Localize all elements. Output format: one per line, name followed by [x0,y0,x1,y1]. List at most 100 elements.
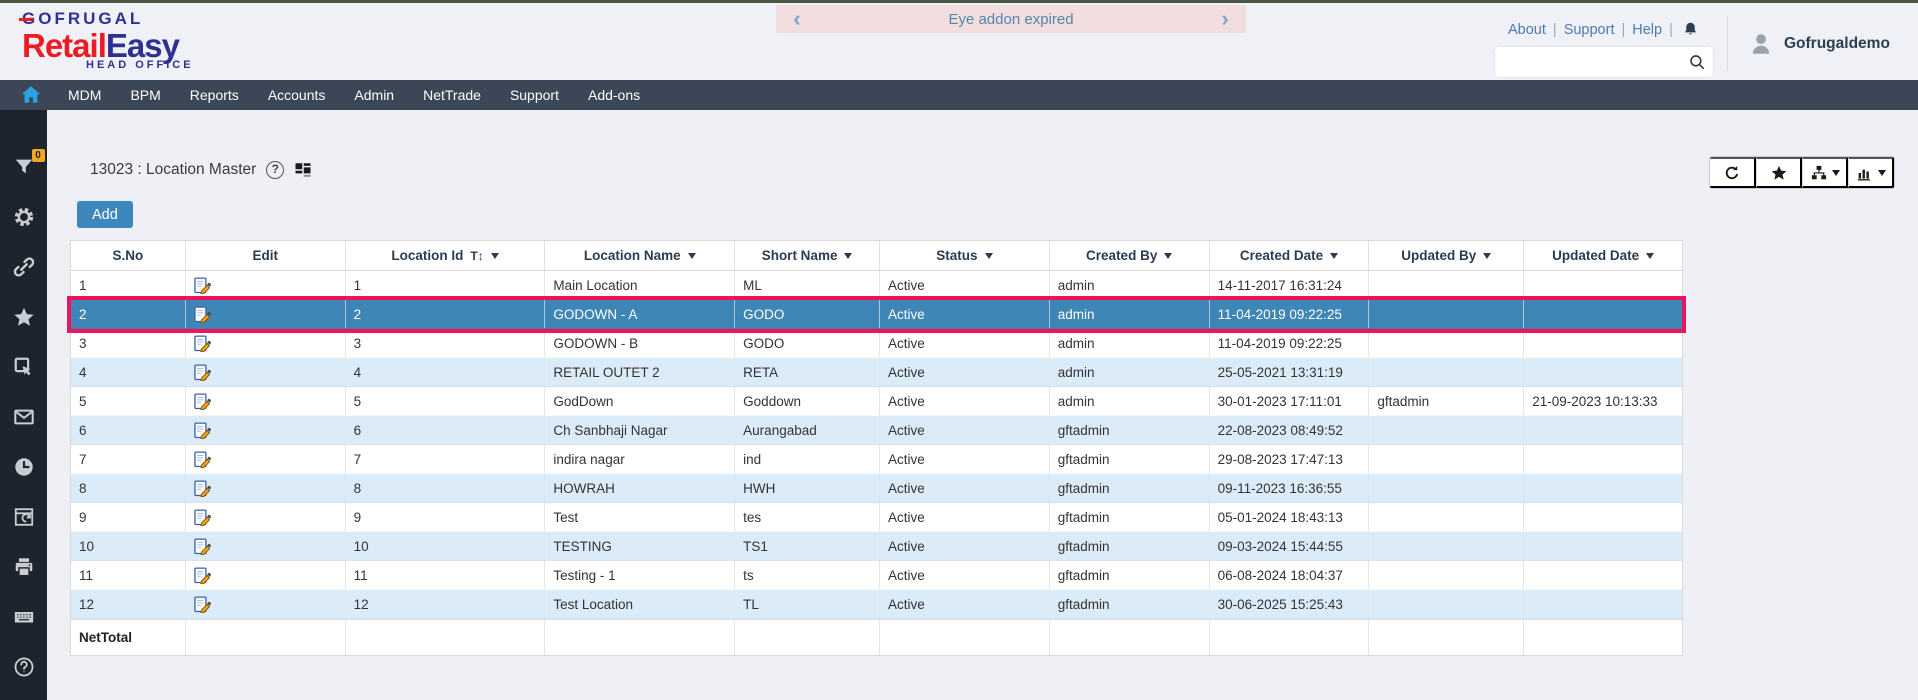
column-menu-icon[interactable] [1646,252,1655,259]
cell-status: Active [880,474,1050,502]
chart-button[interactable] [1848,157,1894,188]
link-icon[interactable] [13,256,35,278]
edit-icon[interactable] [194,595,211,613]
edit-icon[interactable] [194,276,211,294]
table-row[interactable]: 1 1 Main Location ML Active admin 14-11-2017 1… [71,271,1682,300]
cell-created-by: admin [1050,329,1210,357]
cell-status: Active [880,329,1050,357]
search-input[interactable] [1503,47,1683,77]
nav-item-support[interactable]: Support [509,87,559,103]
table-row[interactable]: 3 3 GODOWN - B GODO Active admin 11-04-2019 09… [71,329,1682,358]
cell-updated-by [1369,445,1525,473]
home-icon[interactable] [20,85,42,105]
edit-icon[interactable] [194,537,211,555]
chevron-down-icon [1831,169,1840,176]
column-header-updated-by[interactable]: Updated By [1369,241,1525,270]
header-link-support[interactable]: Support [1563,21,1615,38]
cell-short-name: TS1 [735,532,880,560]
nav-item-mdm[interactable]: MDM [68,87,102,103]
edit-icon[interactable] [194,363,211,381]
top-border-strip [0,0,1918,3]
table-row[interactable]: 11 11 Testing - 1 ts Active gftadmin 06-08-202… [71,561,1682,590]
refresh-button[interactable] [1710,157,1756,188]
table-row[interactable]: 5 5 GodDown Goddown Active admin 30-01-2023 17… [71,387,1682,416]
history-icon[interactable] [13,456,35,478]
location-master-table: S.No Edit Location Id T↕ Location Name Short … [70,240,1683,656]
cell-edit [186,358,346,386]
filter-icon[interactable]: 0 [13,149,45,178]
notification-bell-icon[interactable] [1682,21,1699,38]
head-office-label: HEAD OFFICE [86,59,194,71]
table-row[interactable]: 10 10 TESTING TS1 Active gftadmin 09-03-2024 1… [71,532,1682,561]
footer-cell [545,620,736,655]
sort-indicator-icon[interactable]: T↕ [470,248,484,263]
cell-location-name: GodDown [545,387,736,415]
export-icon[interactable] [13,356,35,378]
header-link-about[interactable]: About [1508,21,1546,38]
column-menu-icon[interactable] [984,252,993,259]
column-menu-icon[interactable] [687,252,696,259]
add-button[interactable]: Add [77,201,133,228]
edit-icon[interactable] [194,508,211,526]
table-row-selected[interactable]: 2 2 GODOWN - A GODO Active admin 11-04-2019 09… [71,300,1682,329]
column-header-created-date[interactable]: Created Date [1210,241,1370,270]
nav-item-nettrade[interactable]: NetTrade [423,87,481,103]
cell-edit [186,387,346,415]
edit-icon[interactable] [194,305,211,323]
print-icon[interactable] [13,556,35,578]
cell-s-no: 7 [71,445,186,473]
column-menu-icon[interactable] [1330,252,1339,259]
column-header-location-name[interactable]: Location Name [545,241,736,270]
column-header-s-no[interactable]: S.No [71,241,186,270]
column-header-updated-date[interactable]: Updated Date [1524,241,1682,270]
column-header-short-name[interactable]: Short Name [735,241,880,270]
table-row[interactable]: 7 7 indira nagar ind Active gftadmin 29-08-202… [71,445,1682,474]
edit-icon[interactable] [194,479,211,497]
column-menu-icon[interactable] [490,252,499,259]
nav-item-bpm[interactable]: BPM [130,87,161,103]
keyboard-icon[interactable] [13,606,35,628]
favorites-icon[interactable] [13,306,35,328]
column-label: Location Name [583,248,681,263]
column-header-created-by[interactable]: Created By [1050,241,1210,270]
search-icon[interactable] [1688,53,1706,71]
column-menu-icon[interactable] [844,252,853,259]
column-menu-icon[interactable] [1164,252,1173,259]
header-link-help[interactable]: Help [1632,21,1663,38]
table-row[interactable]: 4 4 RETAIL OUTET 2 RETA Active admin 25-05-202… [71,358,1682,387]
dashboard-grid-icon[interactable] [294,161,312,179]
edit-icon[interactable] [194,421,211,439]
table-row[interactable]: 6 6 Ch Sanbhaji Nagar Aurangabad Active gftad… [71,416,1682,445]
edit-icon[interactable] [194,334,211,352]
user-menu[interactable]: Gofrugaldemo [1727,16,1890,71]
table-row[interactable]: 9 9 Test tes Active gftadmin 05-01-2024 18:43:… [71,503,1682,532]
help-icon[interactable] [13,656,35,678]
hierarchy-button[interactable] [1802,157,1848,188]
cell-created-by: gftadmin [1050,445,1210,473]
nav-item-reports[interactable]: Reports [189,87,239,103]
nav-item-add-ons[interactable]: Add-ons [587,87,641,103]
edit-icon[interactable] [194,450,211,468]
mail-icon[interactable] [13,406,35,428]
cell-s-no: 6 [71,416,186,444]
column-header-location-id[interactable]: Location Id T↕ [346,241,546,270]
nav-item-admin[interactable]: Admin [354,87,395,103]
column-header-status[interactable]: Status [880,241,1050,270]
table-row[interactable]: 12 12 Test Location TL Active gftadmin 30-06-2… [71,590,1682,619]
column-header-edit[interactable]: Edit [186,241,346,270]
column-menu-icon[interactable] [1483,252,1492,259]
cell-updated-date [1524,358,1682,386]
banner-prev-icon[interactable]: ‹ [793,6,801,31]
title-help-icon[interactable]: ? [266,161,285,179]
banner-next-icon[interactable]: › [1221,6,1229,31]
edit-icon[interactable] [194,392,211,410]
edit-icon[interactable] [194,566,211,584]
nav-item-accounts[interactable]: Accounts [267,87,326,103]
cell-short-name: GODO [735,329,880,357]
column-label: Edit [252,248,279,263]
window-switch-icon[interactable] [13,506,35,528]
settings-icon[interactable] [13,206,35,228]
table-row[interactable]: 8 8 HOWRAH HWH Active gftadmin 09-11-2023 16:3… [71,474,1682,503]
favorite-button[interactable] [1756,157,1802,188]
cell-created-date: 29-08-2023 17:47:13 [1210,445,1370,473]
